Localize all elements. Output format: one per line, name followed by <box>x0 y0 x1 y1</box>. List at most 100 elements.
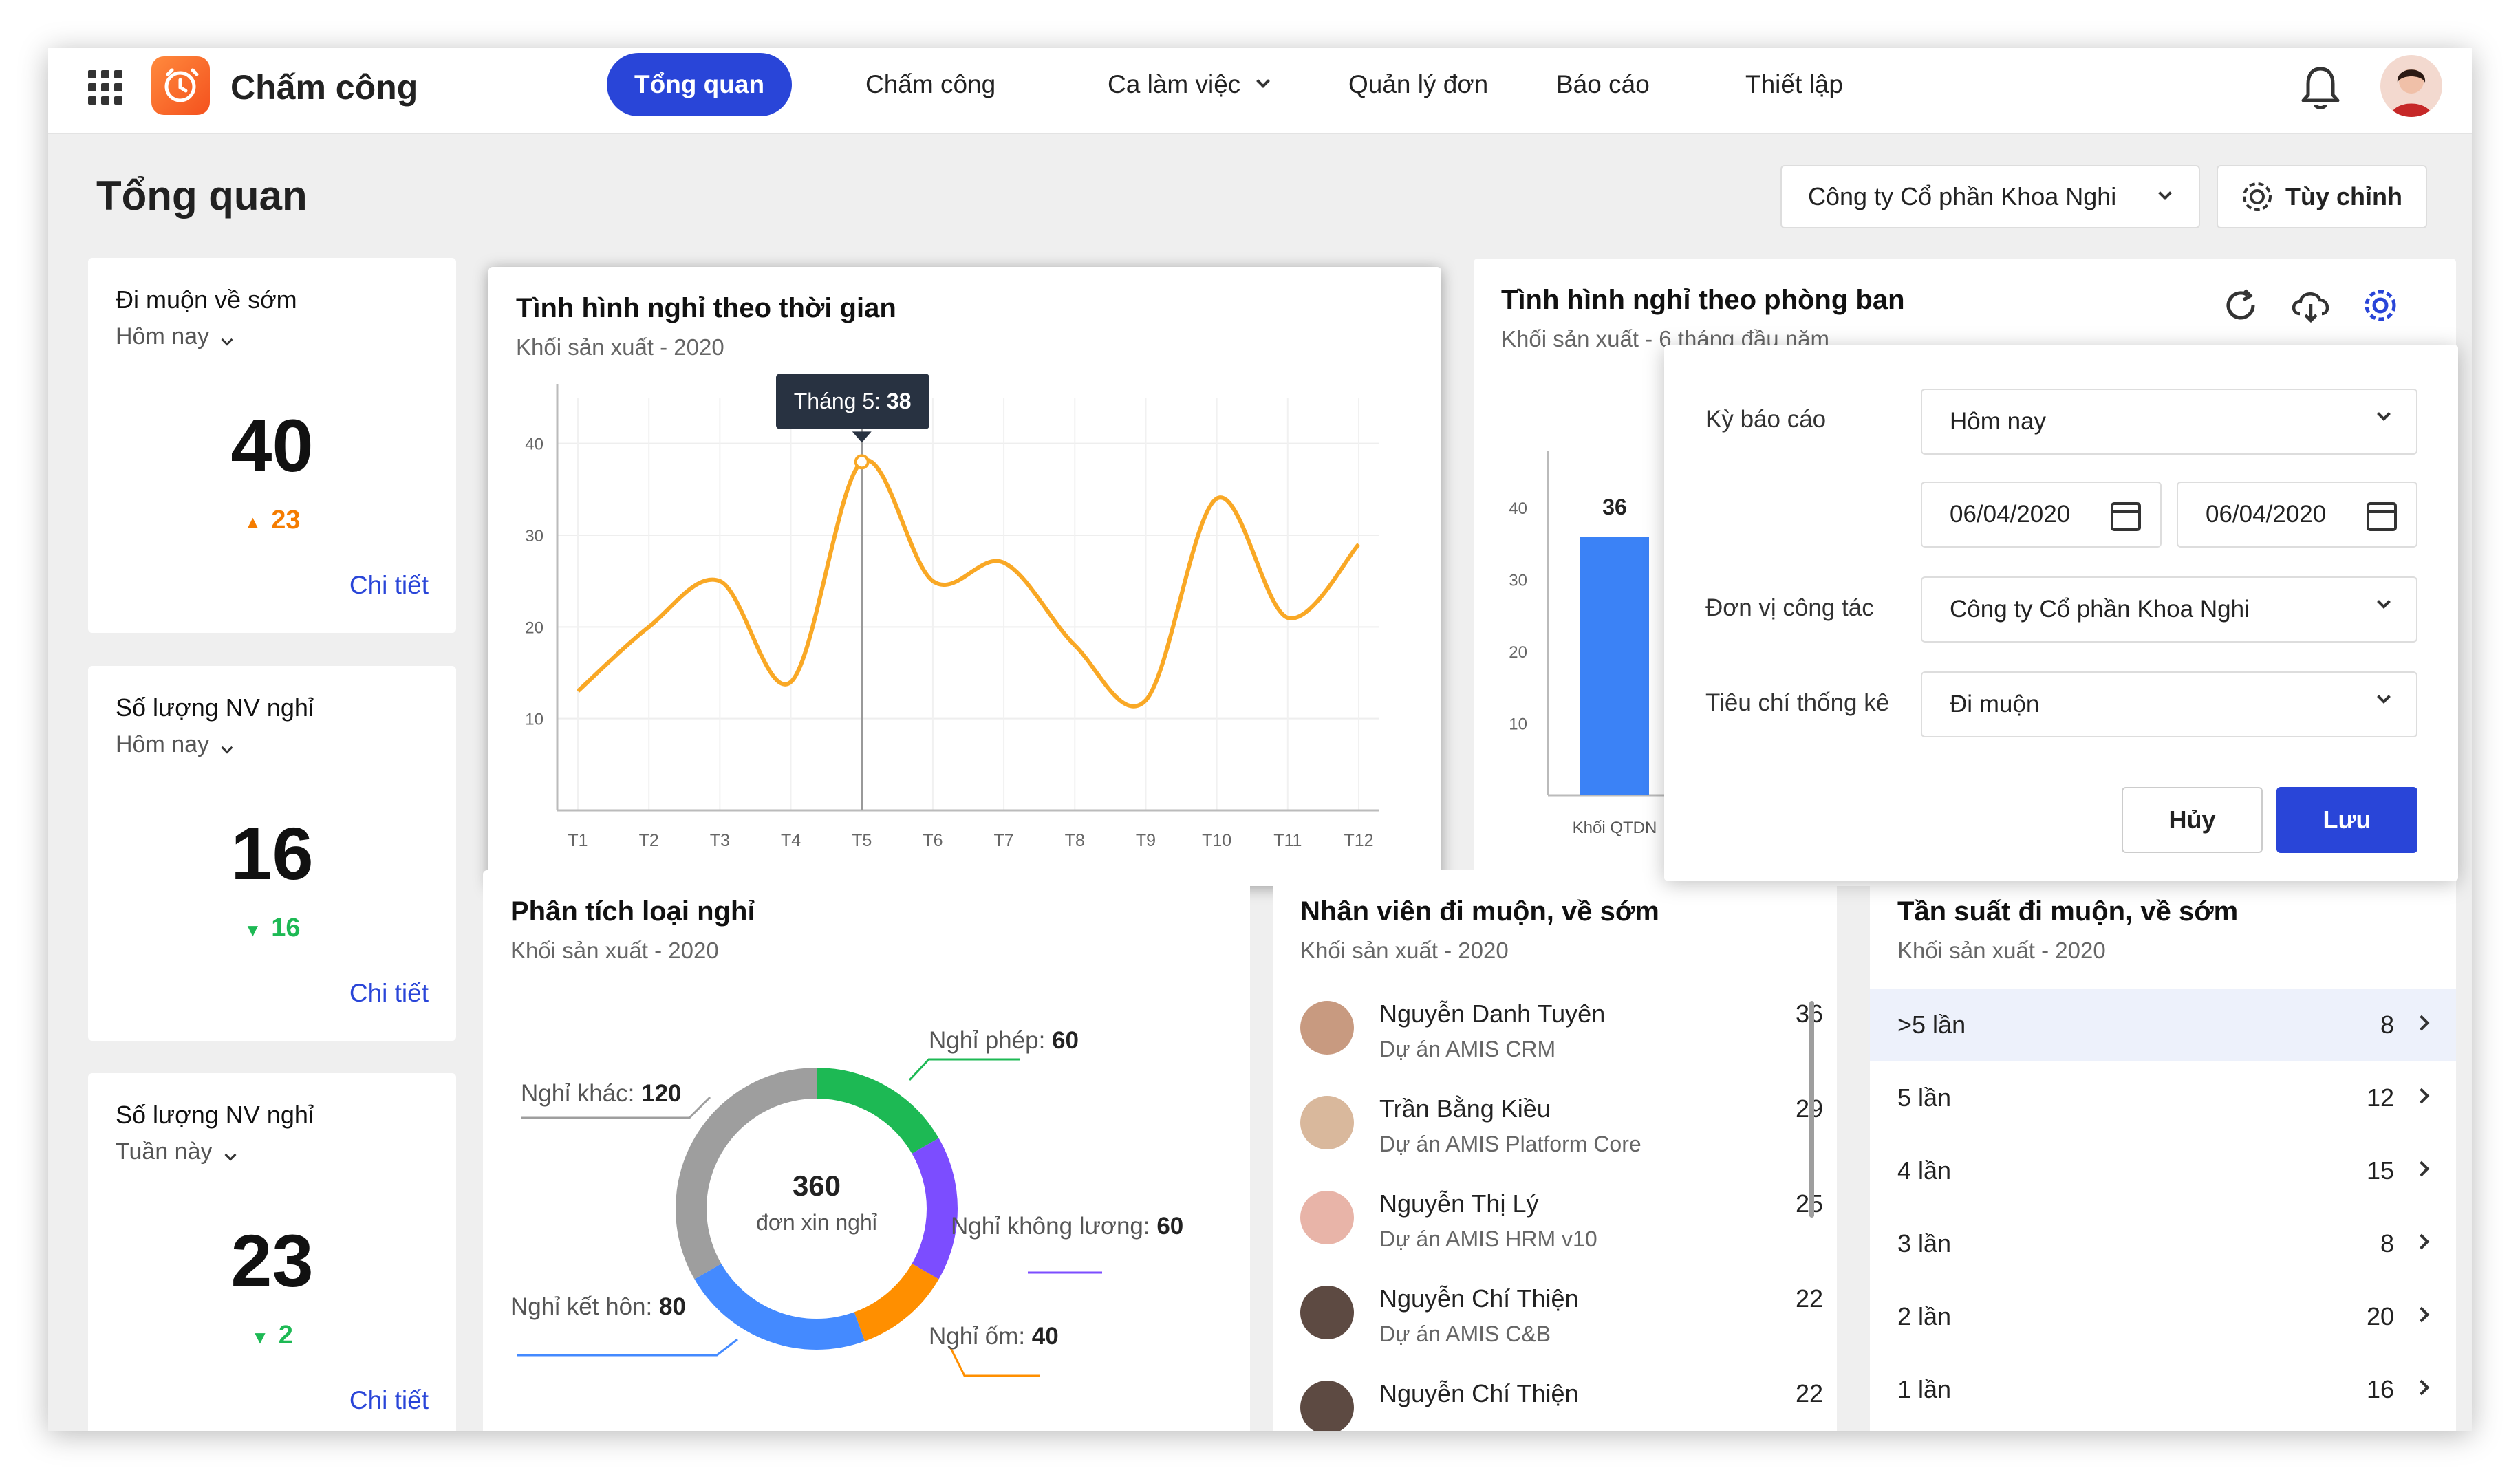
donut-slice <box>817 1068 939 1154</box>
frequency-row[interactable]: 4 lần 15 <box>1870 1134 2456 1207</box>
date-from-field[interactable]: 06/04/2020 <box>1921 482 2162 548</box>
x-tick-label: T4 <box>781 831 801 850</box>
donut-slice <box>854 1264 939 1341</box>
y-tick-label: 10 <box>1509 715 1527 734</box>
report-settings-popup: Kỳ báo cáo Hôm nay 06/04/2020 06/04/2020… <box>1664 345 2458 881</box>
x-tick-label: T1 <box>568 831 588 850</box>
nav-tong-quan[interactable]: Tổng quan <box>607 53 793 116</box>
chevron-right-icon <box>2413 1379 2430 1396</box>
calendar-icon[interactable] <box>2111 502 2141 531</box>
legend-name: Nghỉ ốm: <box>929 1323 1026 1350</box>
gear-icon <box>2243 182 2272 211</box>
period-select[interactable]: Hôm nay <box>116 323 233 350</box>
stat-delta-value: 2 <box>278 1321 293 1350</box>
y-tick-label: 40 <box>1509 499 1527 518</box>
bell-icon[interactable] <box>2296 61 2345 116</box>
avatar <box>1300 1096 1354 1149</box>
detail-link[interactable]: Chi tiết <box>349 979 429 1007</box>
list-item[interactable]: Nguyễn Danh Tuyên Dự án AMIS CRM 36 <box>1300 994 1823 1089</box>
stat-card-late-early: Đi muộn về sớm Hôm nay 40 ▲ 23 Chi tiết <box>88 258 456 633</box>
stat-value: 16 <box>230 812 314 895</box>
criteria-label: Tiêu chí thống kê <box>1705 689 1890 716</box>
chevron-right-icon <box>2413 1233 2430 1250</box>
department-bar-chart: 10 20 30 40 36 Khối QTDN <box>1509 451 1680 837</box>
employee-name: Nguyễn Thị Lý <box>1379 1189 1539 1218</box>
apps-grid-icon[interactable] <box>88 70 122 105</box>
stat-card-absent-today: Số lượng NV nghỉ Hôm nay 16 ▼ 16 Chi tiết <box>88 666 456 1041</box>
stat-delta-value: 23 <box>271 506 301 535</box>
stat-value: 40 <box>230 404 314 487</box>
list-item[interactable]: Nguyễn Chí Thiện 22 <box>1300 1374 1823 1431</box>
y-tick-label: 30 <box>1509 572 1527 590</box>
nav-bao-cao[interactable]: Báo cáo <box>1556 70 1650 98</box>
unit-value: Công ty Cổ phần Khoa Nghi <box>1950 596 2250 623</box>
x-tick-label: T7 <box>993 831 1013 850</box>
leader-line <box>949 1348 1040 1377</box>
employee-name: Nguyễn Danh Tuyên <box>1379 1000 1606 1028</box>
arrow-down-icon: ▼ <box>244 920 262 940</box>
frequency-row[interactable]: 2 lần 20 <box>1870 1280 2456 1353</box>
list-item[interactable]: Trần Bằng Kiều Dự án AMIS Platform Core … <box>1300 1089 1823 1184</box>
frequency-value: 16 <box>2366 1375 2394 1403</box>
frequency-row[interactable]: 5 lần 12 <box>1870 1061 2456 1134</box>
card-title: Nhân viên đi muộn, về sớm <box>1300 896 1659 927</box>
period-label: Hôm nay <box>116 731 210 757</box>
chevron-down-icon <box>2377 690 2391 704</box>
unit-label: Đơn vị công tác <box>1705 594 1874 621</box>
employee-name: Nguyễn Chí Thiện <box>1379 1284 1579 1313</box>
settings-gear-icon[interactable] <box>2360 285 2401 330</box>
refresh-icon[interactable] <box>2220 285 2261 330</box>
nav-ca-lam-viec[interactable]: Ca làm việc <box>1108 52 1271 118</box>
date-to-field[interactable]: 06/04/2020 <box>2177 482 2417 548</box>
frequency-label: 5 lần <box>1897 1083 1952 1112</box>
y-tick-label: 20 <box>1509 643 1527 662</box>
x-tick-label: T9 <box>1136 831 1156 850</box>
download-icon[interactable] <box>2289 285 2333 330</box>
period-select[interactable]: Hôm nay <box>1921 389 2417 455</box>
save-button[interactable]: Lưu <box>2276 787 2417 853</box>
nav-quan-ly-don[interactable]: Quản lý đơn <box>1348 70 1489 98</box>
employee-project: Dự án AMIS CRM <box>1379 1037 1556 1061</box>
calendar-icon[interactable] <box>2367 502 2397 531</box>
criteria-select[interactable]: Đi muộn <box>1921 671 2417 737</box>
nav-thiet-lap[interactable]: Thiết lập <box>1745 70 1843 98</box>
period-select[interactable]: Hôm nay <box>116 731 233 758</box>
frequency-row[interactable]: 3 lần 8 <box>1870 1207 2456 1280</box>
date-from-value: 06/04/2020 <box>1950 501 2071 528</box>
detail-link[interactable]: Chi tiết <box>349 571 429 599</box>
frequency-label: 2 lần <box>1897 1302 1952 1330</box>
legend-value: 60 <box>1156 1213 1184 1240</box>
frequency-row[interactable]: >5 lần 8 <box>1870 989 2456 1061</box>
cancel-button[interactable]: Hủy <box>2122 787 2263 853</box>
x-tick-label: T11 <box>1273 831 1302 850</box>
frequency-label: >5 lần <box>1897 1011 1966 1039</box>
detail-link[interactable]: Chi tiết <box>349 1386 429 1414</box>
avatar <box>1300 1381 1354 1431</box>
donut-label-nghi-om: Nghỉ ốm: 40 <box>929 1323 1059 1350</box>
chevron-down-icon <box>2377 595 2391 609</box>
donut-label-nghi-ket-hon: Nghỉ kết hôn: 80 <box>510 1293 686 1321</box>
period-select[interactable]: Tuần này <box>116 1138 236 1165</box>
data-point <box>854 454 870 470</box>
avatar <box>1300 1001 1354 1055</box>
list-item[interactable]: Nguyễn Chí Thiện Dự án AMIS C&B 22 <box>1300 1279 1823 1374</box>
unit-select[interactable]: Công ty Cổ phần Khoa Nghi <box>1921 576 2417 643</box>
series-line <box>576 458 1361 709</box>
y-tick-label: 40 <box>525 435 543 454</box>
avatar[interactable] <box>2380 55 2442 117</box>
chevron-right-icon <box>2413 1160 2430 1177</box>
leader-line <box>517 1338 738 1357</box>
stat-value: 23 <box>230 1219 314 1302</box>
arrow-down-icon: ▼ <box>251 1327 269 1348</box>
company-select[interactable]: Công ty Cổ phần Khoa Nghi <box>1780 165 2200 228</box>
scrollbar[interactable] <box>1809 1001 1814 1218</box>
data-label: 36 <box>1602 495 1627 519</box>
company-select-value: Công ty Cổ phần Khoa Nghi <box>1808 182 2117 210</box>
frequency-row[interactable]: 1 lần 16 <box>1870 1353 2456 1426</box>
list-item[interactable]: Nguyễn Thị Lý Dự án AMIS HRM v10 25 <box>1300 1184 1823 1279</box>
nav-cham-cong[interactable]: Chấm công <box>865 70 996 98</box>
customize-button[interactable]: Tùy chỉnh <box>2217 165 2427 228</box>
card-title: Phân tích loại nghỉ <box>510 896 755 927</box>
legend-name: Nghỉ phép: <box>929 1027 1046 1054</box>
frequency-value: 8 <box>2380 1011 2394 1039</box>
